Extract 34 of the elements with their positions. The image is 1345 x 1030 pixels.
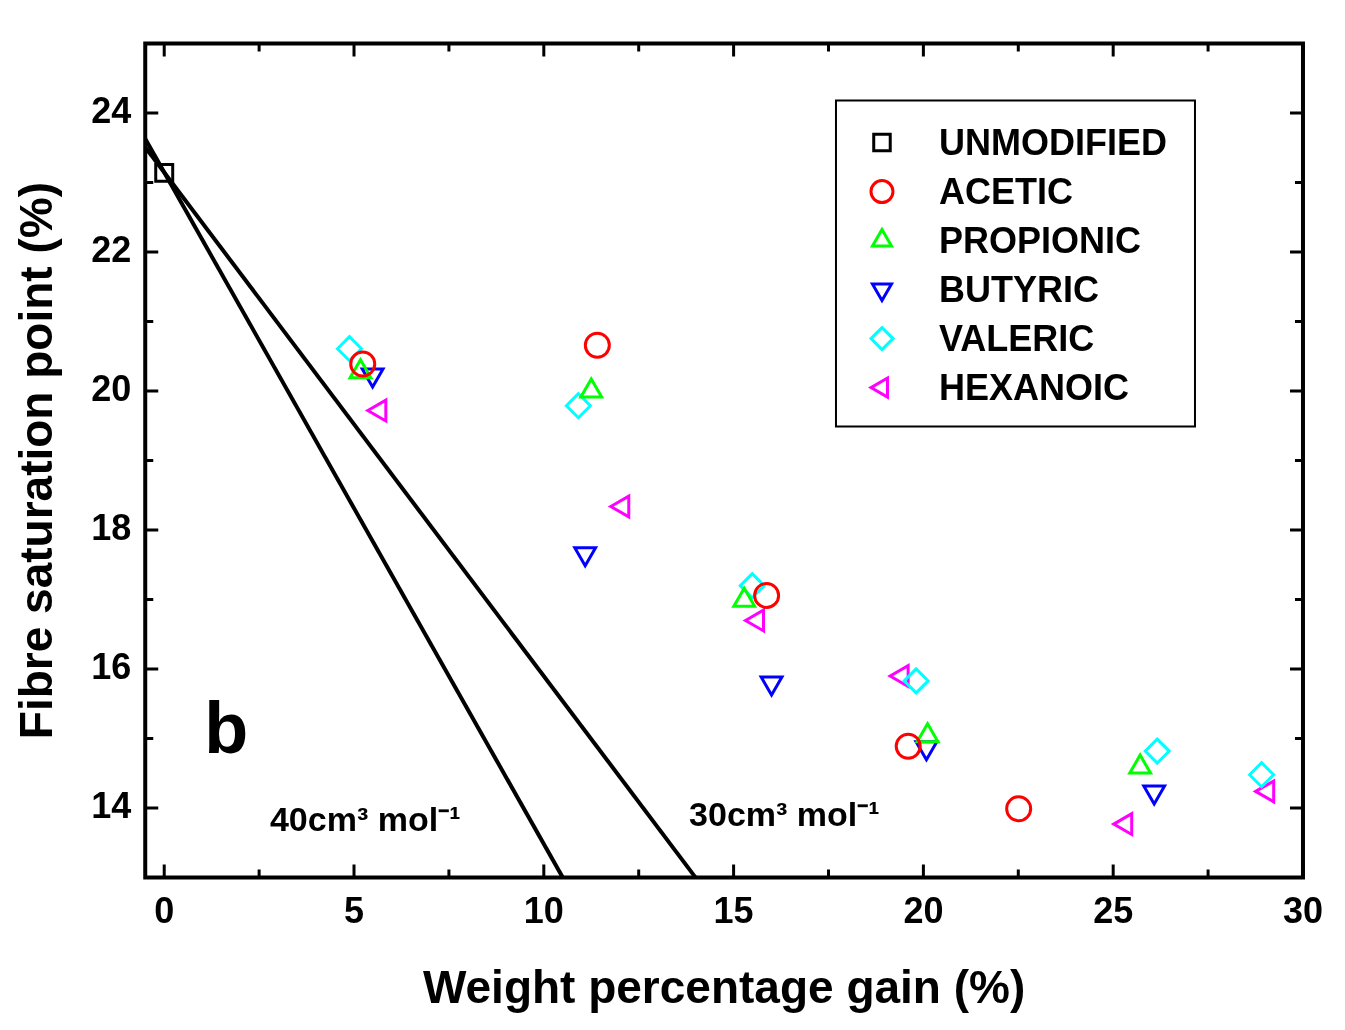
x-axis-title: Weight percentage gain (%) <box>422 961 1026 1014</box>
y-tick-label: 18 <box>91 507 132 549</box>
y-tick-label: 16 <box>91 646 132 688</box>
legend-label: ACETIC <box>938 170 1073 212</box>
legend-label: BUTYRIC <box>938 268 1099 310</box>
legend-label: PROPIONIC <box>938 219 1142 261</box>
point <box>349 350 377 378</box>
x-tick-label: 15 <box>713 890 754 932</box>
legend-label: UNMODIFIED <box>938 121 1167 163</box>
point <box>753 581 781 609</box>
x-tick-label: 0 <box>154 890 175 932</box>
x-tick-label: 30 <box>1282 890 1323 932</box>
legend-label: HEXANOIC <box>938 366 1130 408</box>
x-tick-label: 20 <box>903 890 944 932</box>
y-tick-label: 22 <box>91 229 132 271</box>
y-tick-label: 20 <box>91 368 132 410</box>
annotation: b <box>204 688 249 769</box>
x-tick-label: 10 <box>523 890 564 932</box>
y-tick-label: 24 <box>91 90 132 132</box>
point <box>1005 795 1033 823</box>
y-axis-title: Fibre saturation point (%) <box>10 182 63 740</box>
annotation: 40cm³ mol⁻¹ <box>269 800 461 839</box>
point <box>1248 761 1276 789</box>
x-tick-label: 5 <box>344 890 365 932</box>
point <box>894 732 922 760</box>
y-tick-label: 14 <box>91 785 132 827</box>
x-tick-label: 25 <box>1093 890 1134 932</box>
point <box>583 331 611 359</box>
annotation: 30cm³ mol⁻¹ <box>689 795 880 834</box>
point <box>564 392 592 420</box>
point <box>902 667 930 695</box>
point <box>154 162 175 183</box>
legend-label: VALERIC <box>938 317 1095 359</box>
point <box>1143 737 1171 765</box>
